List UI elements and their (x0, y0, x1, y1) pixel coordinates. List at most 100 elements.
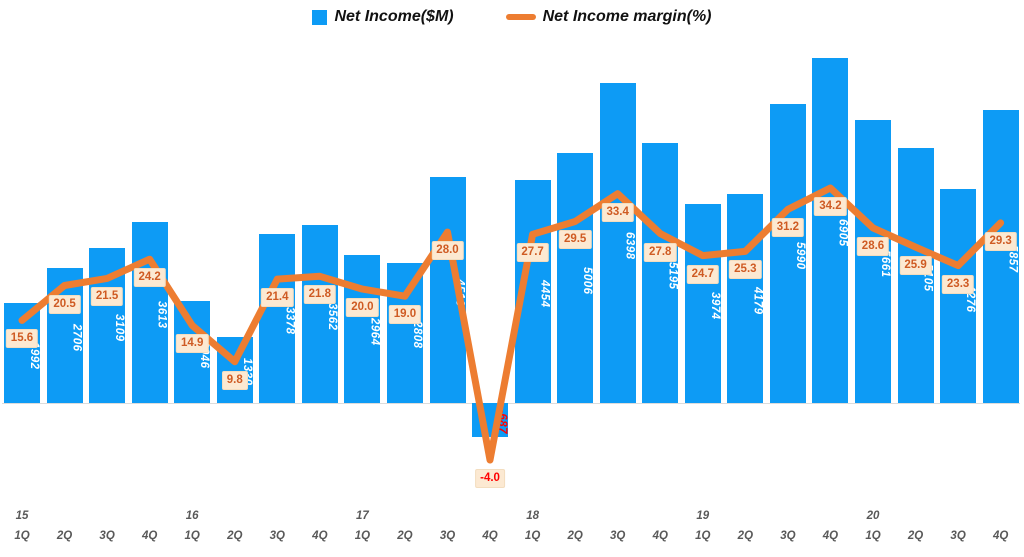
bar-value-label: 3974 (708, 292, 721, 320)
bar-3Q: 3109 (89, 247, 126, 403)
axis-quarter-label: 3Q (780, 530, 796, 542)
bar-value-label: 4276 (964, 284, 977, 313)
margin-point-label: 19.0 (388, 305, 422, 325)
bar-4Q: 3613 (131, 222, 168, 403)
margin-point-label: 20.0 (346, 298, 379, 318)
bar-value-label: -687 (496, 408, 509, 434)
axis-quarter-label: 4Q (141, 530, 158, 542)
bar-value-label: 4516 (453, 278, 466, 307)
margin-point-label: 28.6 (856, 236, 890, 256)
bar-3Q: 6398 (599, 83, 636, 403)
margin-point-label: 21.8 (303, 285, 337, 305)
margin-point-label: 21.4 (261, 288, 294, 308)
legend-label: Net Income($M) (334, 8, 454, 25)
legend-item-net-income: Net Income($M) (312, 8, 454, 26)
axis-quarter-label: 3Q (610, 530, 626, 542)
axis-year-label: 16 (185, 510, 199, 522)
axis-quarter-label: 1Q (695, 530, 711, 542)
bar-1Q-15: 1992 (4, 303, 40, 403)
axis-quarter-label: 1Q (184, 530, 200, 542)
bar-4Q: 5195 (642, 143, 679, 403)
bar-2Q: 2808 (386, 262, 423, 403)
bar-1Q-17: 2964 (344, 254, 381, 403)
axis-quarter-label: 2Q (567, 530, 583, 542)
margin-point-label: 31.2 (771, 218, 805, 238)
bar-value-label: 3562 (325, 302, 338, 331)
bar-3Q: 5990 (769, 103, 806, 403)
margin-point-label: 23.3 (941, 274, 975, 294)
margin-point-label: 28.0 (431, 241, 464, 261)
axis-year-label: 18 (526, 510, 539, 522)
bar-2Q: 5006 (557, 152, 594, 403)
axis-quarter-label: 3Q (269, 530, 285, 542)
bar-2Q: 5105 (897, 147, 934, 403)
bar-1Q-19: 3974 (684, 204, 721, 403)
margin-point-label: 33.4 (601, 202, 634, 222)
bar-value-label: 3109 (113, 313, 126, 342)
bar-4Q: 5857 (982, 110, 1019, 403)
axis-quarter-label: 3Q (99, 530, 115, 542)
bar-value-label: 1992 (28, 341, 40, 370)
bar-3Q: 4516 (429, 177, 466, 403)
bar-1Q-18: 4454 (514, 180, 551, 403)
legend-item-margin: Net Income margin(%) (505, 8, 712, 26)
margin-point-label: 25.9 (899, 256, 932, 276)
axis-quarter-label: 1Q (865, 530, 881, 542)
axis-quarter-label: 4Q (652, 530, 668, 542)
margin-point-label: 27.7 (516, 243, 549, 263)
margin-point-label: 25.3 (729, 260, 762, 280)
margin-point-label: 27.8 (644, 242, 677, 262)
bar-4Q: 3562 (301, 224, 338, 403)
legend: Net Income($M) Net Income margin(%) (0, 8, 1024, 26)
margin-point-label: 9.8 (221, 370, 248, 390)
axis-quarter-label: 4Q (822, 530, 839, 542)
legend-bar-swatch-icon (312, 9, 328, 25)
bar-value-label: 4179 (751, 287, 764, 315)
axis-quarter-label: 4Q (312, 530, 328, 542)
axis-quarter-label: 1Q (524, 530, 541, 542)
bar-value-label: 2706 (70, 324, 83, 352)
bar-value-label: 4454 (538, 280, 551, 308)
bar-value-label: 3378 (283, 307, 296, 335)
axis-year-label: 20 (866, 510, 880, 522)
axis-quarter-label: 2Q (56, 530, 73, 542)
margin-point-label: 14.9 (175, 334, 209, 354)
bar-1Q-20: 5661 (855, 119, 891, 403)
axis-quarter-label: 3Q (439, 530, 456, 542)
axis-quarter-label: 2Q (397, 530, 413, 542)
bar-value-label: 5990 (793, 241, 806, 270)
margin-point-label: 21.5 (90, 287, 124, 307)
bar-value-label: 2808 (410, 321, 423, 350)
margin-point-label: 34.2 (814, 196, 847, 216)
bar-3Q: 3378 (259, 234, 296, 403)
margin-point-label: 29.3 (984, 231, 1017, 251)
bar-2Q: 2706 (46, 267, 83, 403)
legend-line-swatch-icon (505, 14, 536, 20)
bar-value-label: 6398 (623, 231, 636, 260)
bar-value-label: 6905 (836, 219, 849, 247)
bar-4Q: -687 (472, 403, 509, 438)
margin-point-label: 20.5 (48, 294, 81, 314)
bar-value-label: 5006 (581, 266, 594, 295)
axis-year-label: 19 (696, 510, 710, 522)
axis-year-label: 15 (15, 510, 29, 522)
axis-quarter-label: 4Q (482, 530, 498, 542)
margin-point-label: 24.2 (133, 268, 166, 288)
bar-value-label: 2964 (368, 317, 381, 346)
margin-point-label: 24.7 (686, 264, 719, 284)
legend-label: Net Income margin(%) (542, 8, 712, 25)
margin-point-label: -4.0 (475, 468, 505, 488)
bar-3Q: 4276 (940, 189, 977, 403)
x-axis-baseline (2, 403, 1020, 404)
bar-2Q: 4179 (727, 194, 764, 403)
axis-quarter-label: 2Q (907, 530, 924, 542)
bar-value-label: 3613 (155, 301, 168, 329)
bar-4Q: 6905 (812, 57, 849, 403)
margin-point-label: 15.6 (5, 329, 39, 349)
axis-quarter-label: 4Q (992, 530, 1009, 542)
axis-quarter-label: 1Q (354, 530, 371, 542)
bar-value-label: 5195 (666, 261, 679, 290)
axis-quarter-label: 2Q (227, 530, 243, 542)
